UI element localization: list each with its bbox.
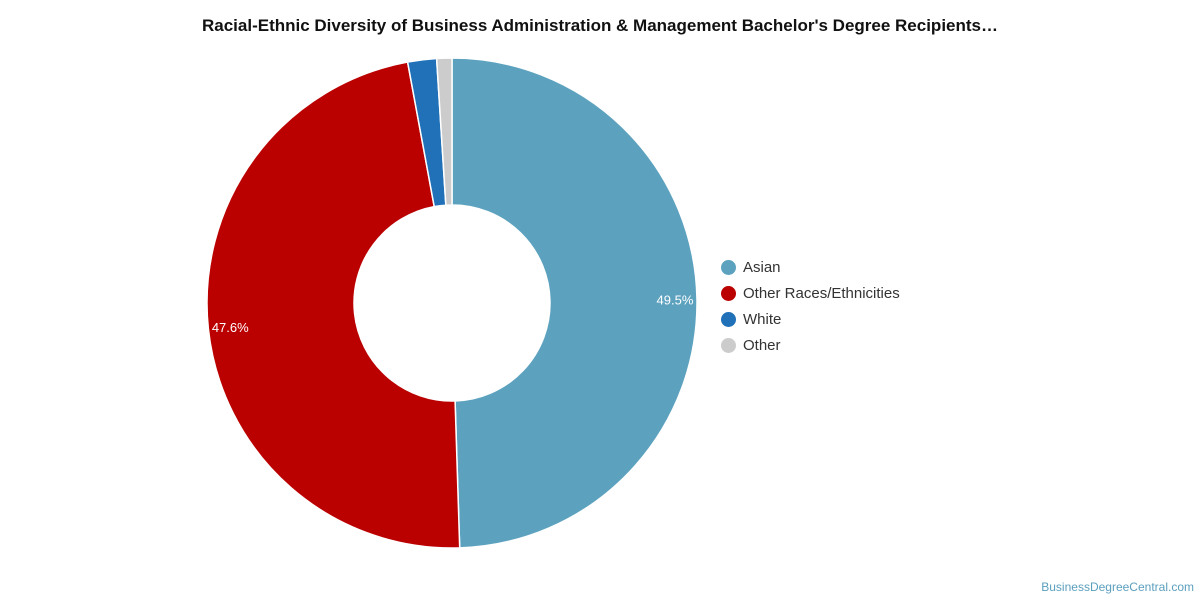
legend-label: Asian — [743, 258, 781, 276]
legend-item-other[interactable]: Other — [721, 332, 900, 358]
legend-item-other-races[interactable]: Other Races/Ethnicities — [721, 280, 900, 306]
slice-value-label: 49.5% — [657, 292, 694, 307]
donut-slice-asian[interactable] — [451, 57, 698, 549]
legend-swatch-icon — [721, 337, 736, 353]
donut-slice-other[interactable] — [435, 57, 453, 206]
chart-legend: Asian Other Races/Ethnicities White Othe… — [721, 254, 900, 358]
legend-label: White — [743, 310, 782, 328]
legend-label: Other Races/Ethnicities — [743, 284, 900, 302]
legend-swatch-icon — [721, 259, 736, 275]
legend-swatch-icon — [721, 311, 736, 327]
legend-swatch-icon — [721, 285, 736, 301]
slice-value-label: 47.6% — [212, 320, 249, 335]
donut-slice-other-races-ethnicities[interactable] — [206, 61, 461, 549]
legend-label: Other — [743, 336, 781, 354]
legend-item-asian[interactable]: Asian — [721, 254, 900, 280]
chart-title: Racial-Ethnic Diversity of Business Admi… — [201, 16, 998, 35]
source-watermark[interactable]: BusinessDegreeCentral.com — [1041, 580, 1194, 594]
legend-item-white[interactable]: White — [721, 306, 900, 332]
